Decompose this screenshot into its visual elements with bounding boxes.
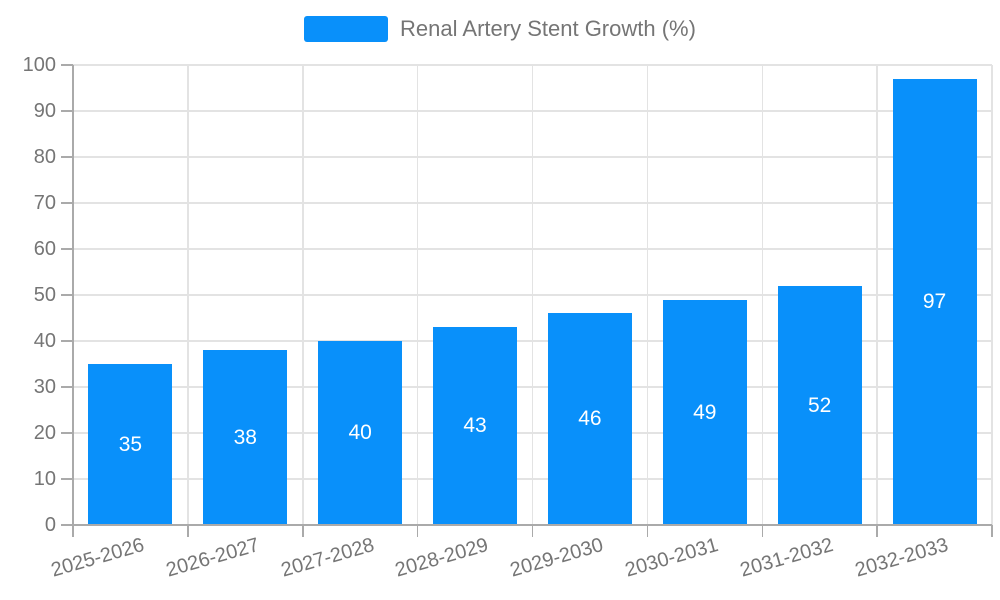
x-axis-tick [302, 525, 304, 537]
bar-2029-2030[interactable] [547, 313, 632, 525]
y-axis-tick [61, 64, 73, 66]
y-axis-tick [61, 524, 73, 526]
gridline-vertical [302, 65, 304, 525]
x-axis-tick [646, 525, 649, 537]
y-axis-label: 30 [33, 376, 56, 398]
y-axis-tick [61, 202, 73, 204]
x-axis-tick [991, 525, 993, 537]
legend[interactable]: Renal Artery Stent Growth (%) [0, 16, 1000, 42]
y-axis-tick [61, 156, 73, 158]
y-axis-tick [61, 110, 73, 112]
y-axis-line [72, 65, 74, 537]
y-axis-tick [61, 478, 73, 480]
x-axis-tick [416, 525, 419, 537]
y-axis-label: 60 [33, 238, 56, 260]
x-axis-line [73, 524, 992, 526]
gridline-vertical [187, 65, 189, 525]
y-axis-tick [61, 386, 73, 388]
y-axis-label: 90 [33, 100, 56, 122]
bar-value-label: 35 [118, 432, 143, 456]
bar-2028-2029[interactable] [433, 327, 518, 525]
y-axis-label: 40 [33, 330, 56, 352]
bar-2032-2033[interactable] [892, 79, 977, 525]
bar-value-label: 49 [693, 400, 717, 424]
y-axis-tick [61, 294, 73, 296]
bar-value-label: 46 [578, 407, 602, 430]
x-axis-tick [531, 525, 534, 537]
gridline-vertical [876, 65, 878, 525]
x-axis-label: 2028-2029 [393, 534, 492, 582]
x-axis-label: 2030-2031 [622, 534, 721, 582]
y-axis-label: 70 [33, 192, 56, 214]
y-axis-tick [61, 248, 73, 250]
x-axis-label: 2029-2030 [507, 534, 607, 582]
bar-value-label: 40 [348, 421, 372, 444]
x-axis-tick [187, 525, 189, 537]
y-axis-label: 20 [33, 422, 56, 444]
x-axis-label: 2027-2028 [278, 534, 377, 582]
y-axis-label: 80 [33, 146, 56, 168]
y-axis-label: 10 [33, 468, 56, 490]
x-axis-label: 2025-2026 [48, 534, 147, 582]
gridline-vertical [991, 65, 993, 525]
x-axis-tick [876, 525, 878, 537]
y-axis-tick [61, 340, 73, 342]
bar-value-label: 43 [463, 414, 487, 437]
legend-label: Renal Artery Stent Growth (%) [400, 16, 696, 41]
bar-value-label: 38 [233, 425, 257, 449]
y-axis-tick [61, 432, 73, 434]
bar-2031-2032[interactable] [777, 286, 862, 525]
x-axis-label: 2032-2033 [852, 534, 951, 582]
gridline-vertical [761, 65, 763, 525]
x-axis-label: 2026-2027 [163, 534, 262, 582]
bar-2030-2031[interactable] [662, 300, 747, 525]
bar-value-label: 52 [808, 393, 832, 417]
gridline-vertical [646, 65, 649, 525]
bar-2026-2027[interactable] [203, 350, 288, 525]
y-axis-label: 0 [44, 514, 56, 536]
bar-2025-2026[interactable] [88, 364, 173, 525]
bar-2027-2028[interactable] [318, 341, 403, 525]
gridline-vertical [416, 65, 419, 525]
legend-swatch [304, 16, 389, 42]
gridline-vertical [531, 65, 534, 525]
y-axis-label: 50 [33, 284, 56, 306]
x-axis-tick [761, 525, 763, 537]
x-axis-label: 2031-2032 [737, 534, 836, 582]
bar-value-label: 97 [922, 290, 947, 313]
y-axis-label: 100 [22, 54, 56, 76]
